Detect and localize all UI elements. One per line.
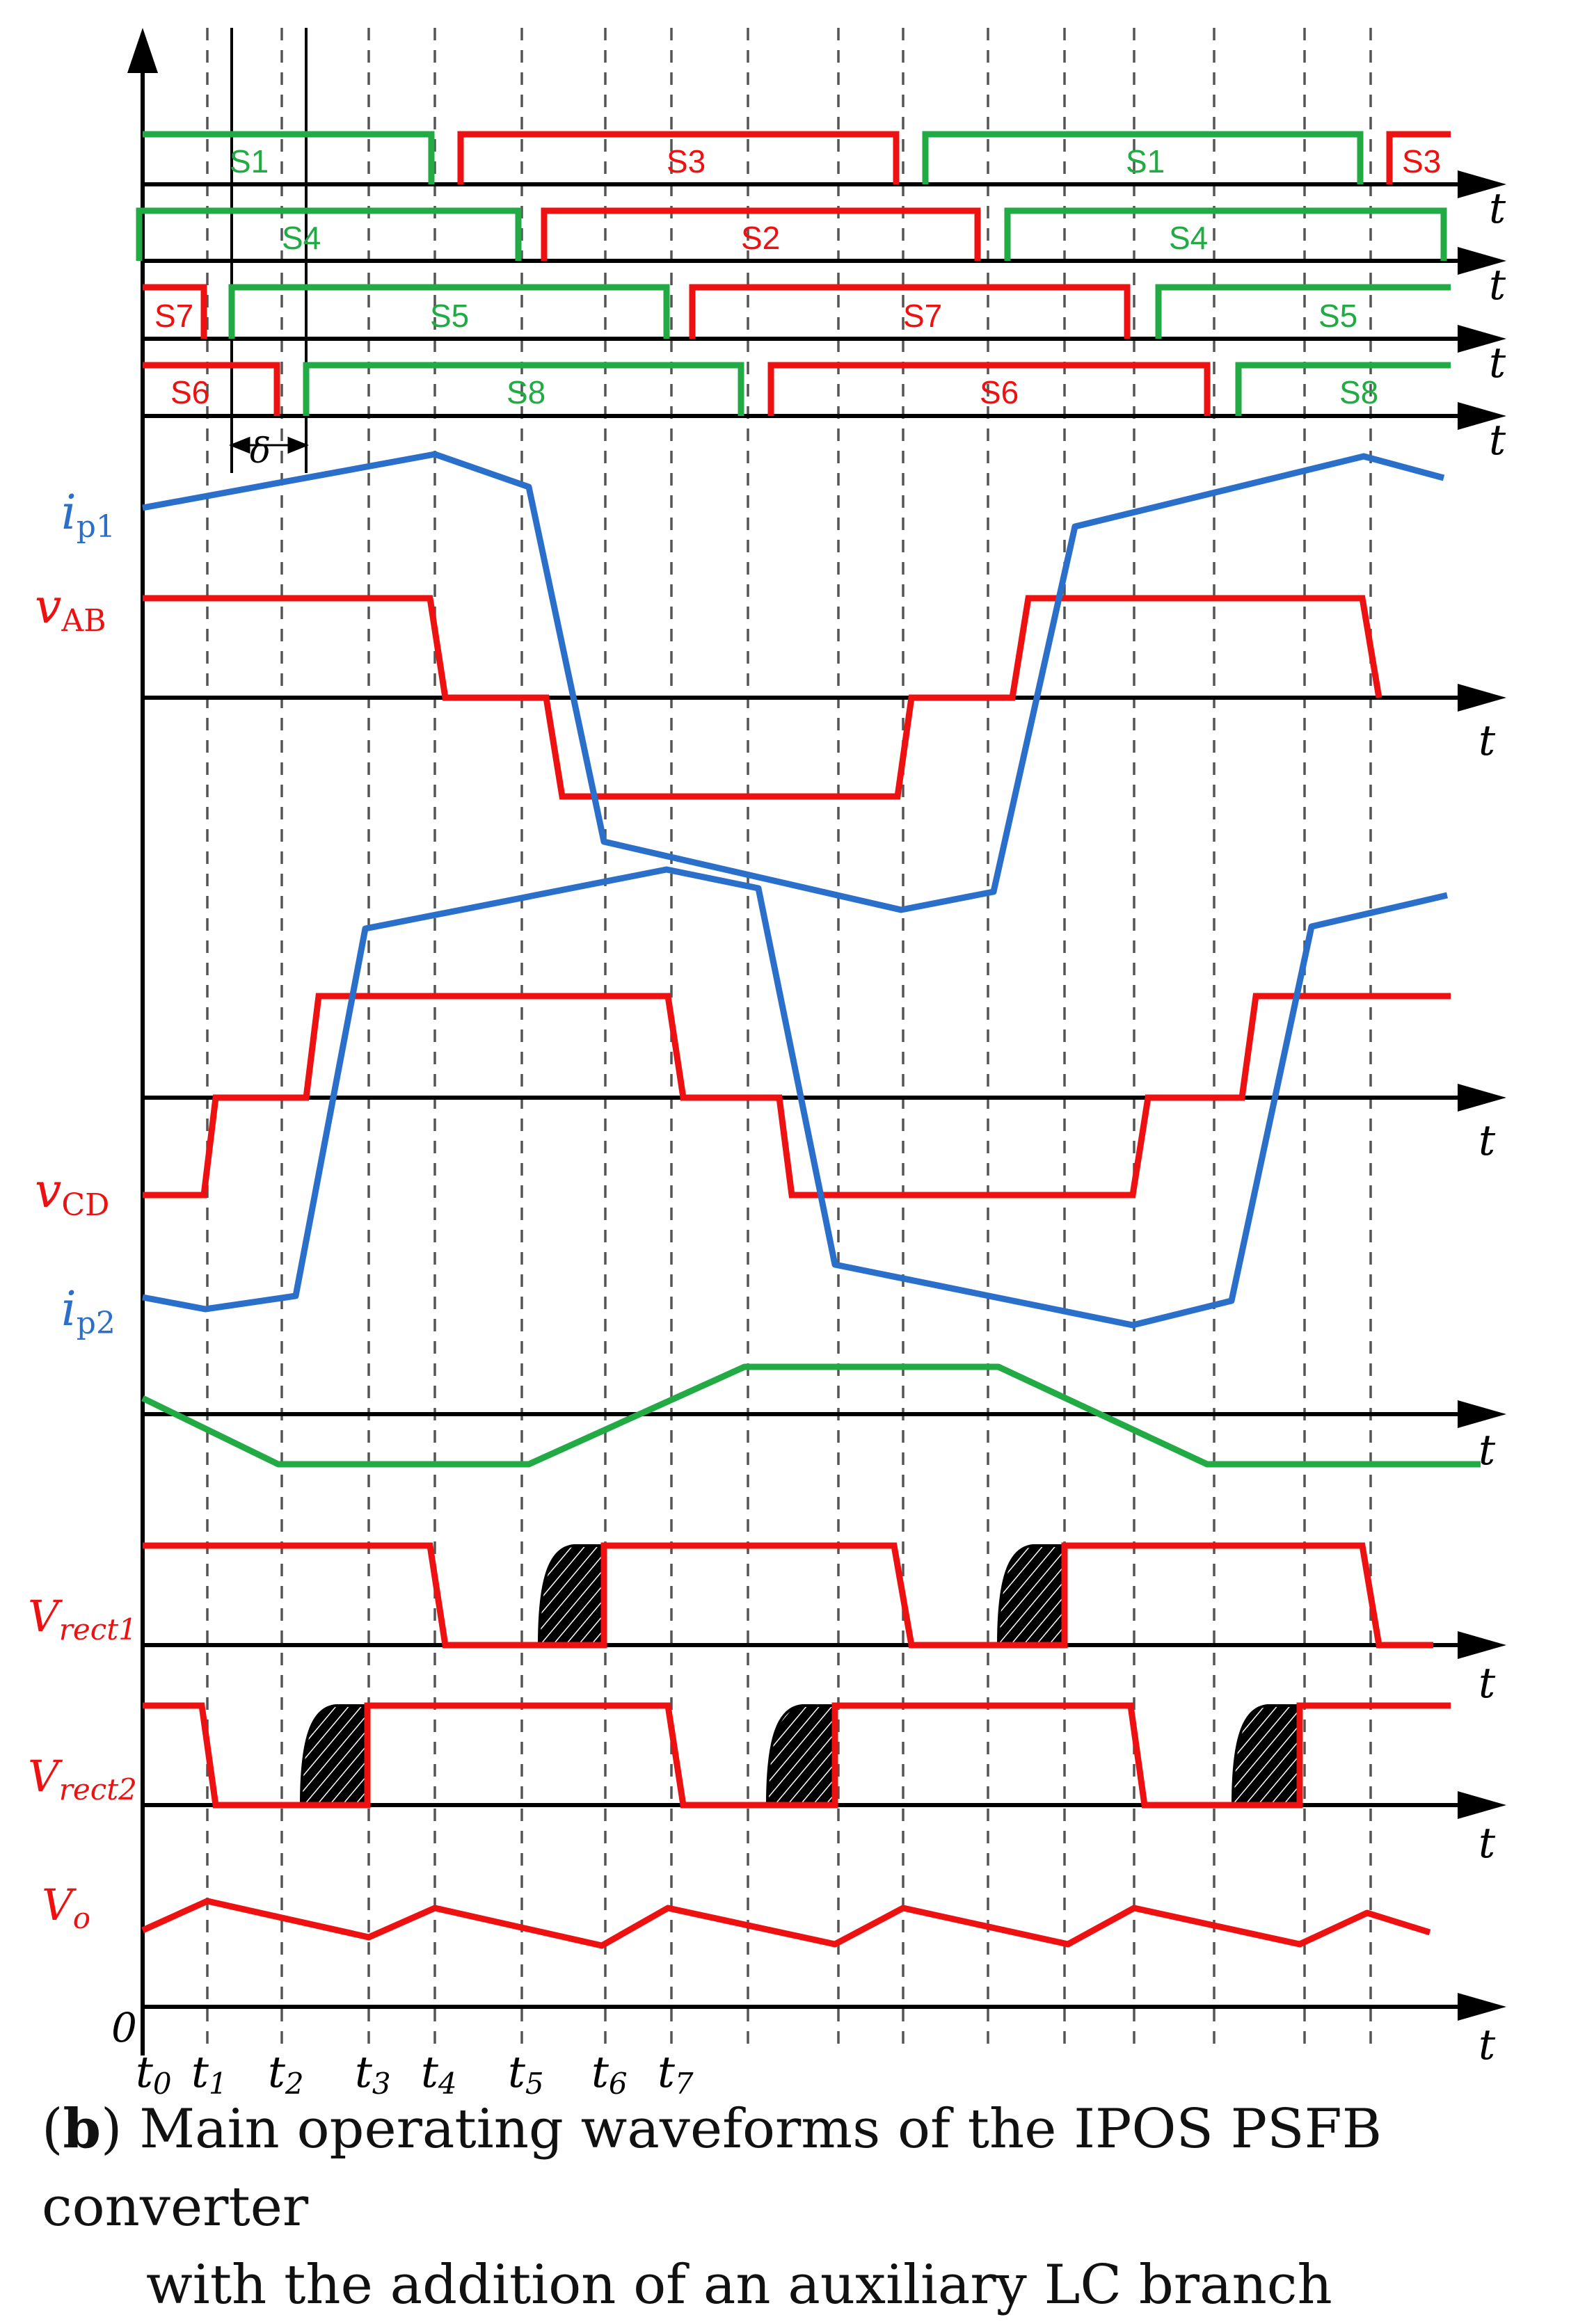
delta-label: δ <box>250 431 271 471</box>
hatch-region <box>765 1704 836 1806</box>
axis-t-label: t <box>1489 339 1506 387</box>
label-vrect2: Vrect2 <box>28 1751 137 1806</box>
caption-line-1: (b) Main operating waveforms of the IPOS… <box>42 2097 1382 2238</box>
signal-s3 <box>1386 131 1451 184</box>
delta-arrowhead-right <box>287 436 310 454</box>
time-label-t0: t0 <box>136 2046 172 2101</box>
switch-label-s2: S2 <box>741 220 780 256</box>
switch-signals <box>136 131 1451 416</box>
switch-label-s3: S3 <box>667 143 706 179</box>
delta-arrow <box>228 436 310 454</box>
signal-s1 <box>143 131 435 184</box>
axis-t-label: t <box>1479 1819 1496 1868</box>
waveform-vrect1 <box>143 1542 1433 1649</box>
label-ip1-sub: p1 <box>77 509 115 545</box>
signal-s4 <box>136 207 522 261</box>
axis-t-label: t <box>1479 716 1496 765</box>
switch-label-s5: S5 <box>1318 298 1357 334</box>
waveform-ip1 <box>142 451 1445 913</box>
label-ip1: ip1 <box>61 486 115 545</box>
time-label-t1: t1 <box>191 2046 228 2101</box>
waveform-aux <box>141 1363 1481 1468</box>
label-ip2-sub: p2 <box>77 1306 115 1341</box>
switch-label-s1: S1 <box>1126 143 1165 179</box>
signal-s5 <box>1155 284 1451 339</box>
delta-arrowhead-left <box>228 436 250 454</box>
signal-s1 <box>922 131 1364 184</box>
signal-s6 <box>767 362 1211 416</box>
caption-text-1: Main operating waveforms of the IPOS PSF… <box>42 2098 1382 2238</box>
axis-arrowheads <box>1458 170 1506 2021</box>
switch-label-s8: S8 <box>1339 374 1378 410</box>
switch-label-s4: S4 <box>1169 220 1208 256</box>
waveform-labels: ip1 vAB vCD ip2 Vrect1 Vrect2 Vo <box>28 486 137 1935</box>
label-vrect2-sub: rect2 <box>59 1772 137 1806</box>
switch-label-s7: S7 <box>903 298 942 334</box>
label-vab-sub: AB <box>61 603 106 639</box>
axis-t-labels: t t t t t t t t t t <box>1479 184 1506 2069</box>
signal-s6 <box>143 362 280 416</box>
signal-s3 <box>457 131 900 184</box>
caption-tag: b <box>63 2097 101 2161</box>
hatch-region <box>537 1544 605 1646</box>
waveform-vo <box>141 1898 1431 1949</box>
axis-t-label: t <box>1479 1116 1496 1165</box>
time-axes <box>143 182 1468 2009</box>
axis-t-label: t <box>1479 2021 1496 2069</box>
switch-label-s5: S5 <box>430 298 469 334</box>
hatch-region <box>996 1544 1066 1646</box>
switch-label-s7: S7 <box>154 298 193 334</box>
vrect1-hatch-regions <box>537 1544 1066 1646</box>
switch-label-s3: S3 <box>1402 143 1441 179</box>
vertical-axis <box>127 28 158 2055</box>
label-ip2: ip2 <box>61 1282 115 1341</box>
signal-s5 <box>228 284 670 339</box>
origin-label: 0 <box>111 2004 137 2051</box>
axis-t-label: t <box>1489 416 1506 465</box>
label-vcd: vCD <box>35 1164 109 1223</box>
caption-line-2: with the addition of an auxiliary LC bra… <box>42 2246 1586 2324</box>
signal-s4 <box>1004 207 1447 261</box>
signal-s8 <box>303 362 744 416</box>
signal-s8 <box>1235 362 1451 416</box>
vertical-axis-arrowhead <box>127 28 158 73</box>
hatch-region <box>1231 1704 1301 1806</box>
label-vo-sub: o <box>73 1901 90 1935</box>
signal-s7 <box>689 284 1131 339</box>
switch-label-s1: S1 <box>230 143 269 179</box>
waveform-vrect2 <box>143 1702 1451 1809</box>
switch-label-s8: S8 <box>507 374 545 410</box>
label-vab: vAB <box>35 579 106 639</box>
axis-t-label: t <box>1489 261 1506 310</box>
waveform-vab <box>143 595 1382 800</box>
switch-labels: S1 S3 S1 S3 S4 S2 S4 S7 S5 S7 S5 S6 S8 S… <box>154 143 1441 410</box>
caption-text-2: with the addition of an auxiliary LC bra… <box>146 2254 1332 2316</box>
waveform-vcd <box>143 993 1451 1199</box>
label-vo: Vo <box>42 1880 90 1935</box>
label-vrect1-sub: rect1 <box>59 1612 137 1646</box>
axis-t-label: t <box>1489 184 1506 233</box>
figure-caption: (b) Main operating waveforms of the IPOS… <box>42 2090 1586 2324</box>
switch-label-s4: S4 <box>282 220 321 256</box>
label-vcd-sub: CD <box>61 1187 109 1223</box>
label-vrect1: Vrect1 <box>28 1591 137 1646</box>
signal-s2 <box>541 207 981 261</box>
axis-t-label: t <box>1479 1659 1496 1708</box>
waveform-ip2 <box>142 866 1449 1329</box>
vrect2-hatch-regions <box>299 1704 1301 1806</box>
hatch-region <box>299 1704 369 1806</box>
switch-label-s6: S6 <box>980 374 1019 410</box>
signal-s7 <box>143 284 207 339</box>
axis-t-label: t <box>1479 1426 1496 1475</box>
switch-label-s6: S6 <box>170 374 209 410</box>
